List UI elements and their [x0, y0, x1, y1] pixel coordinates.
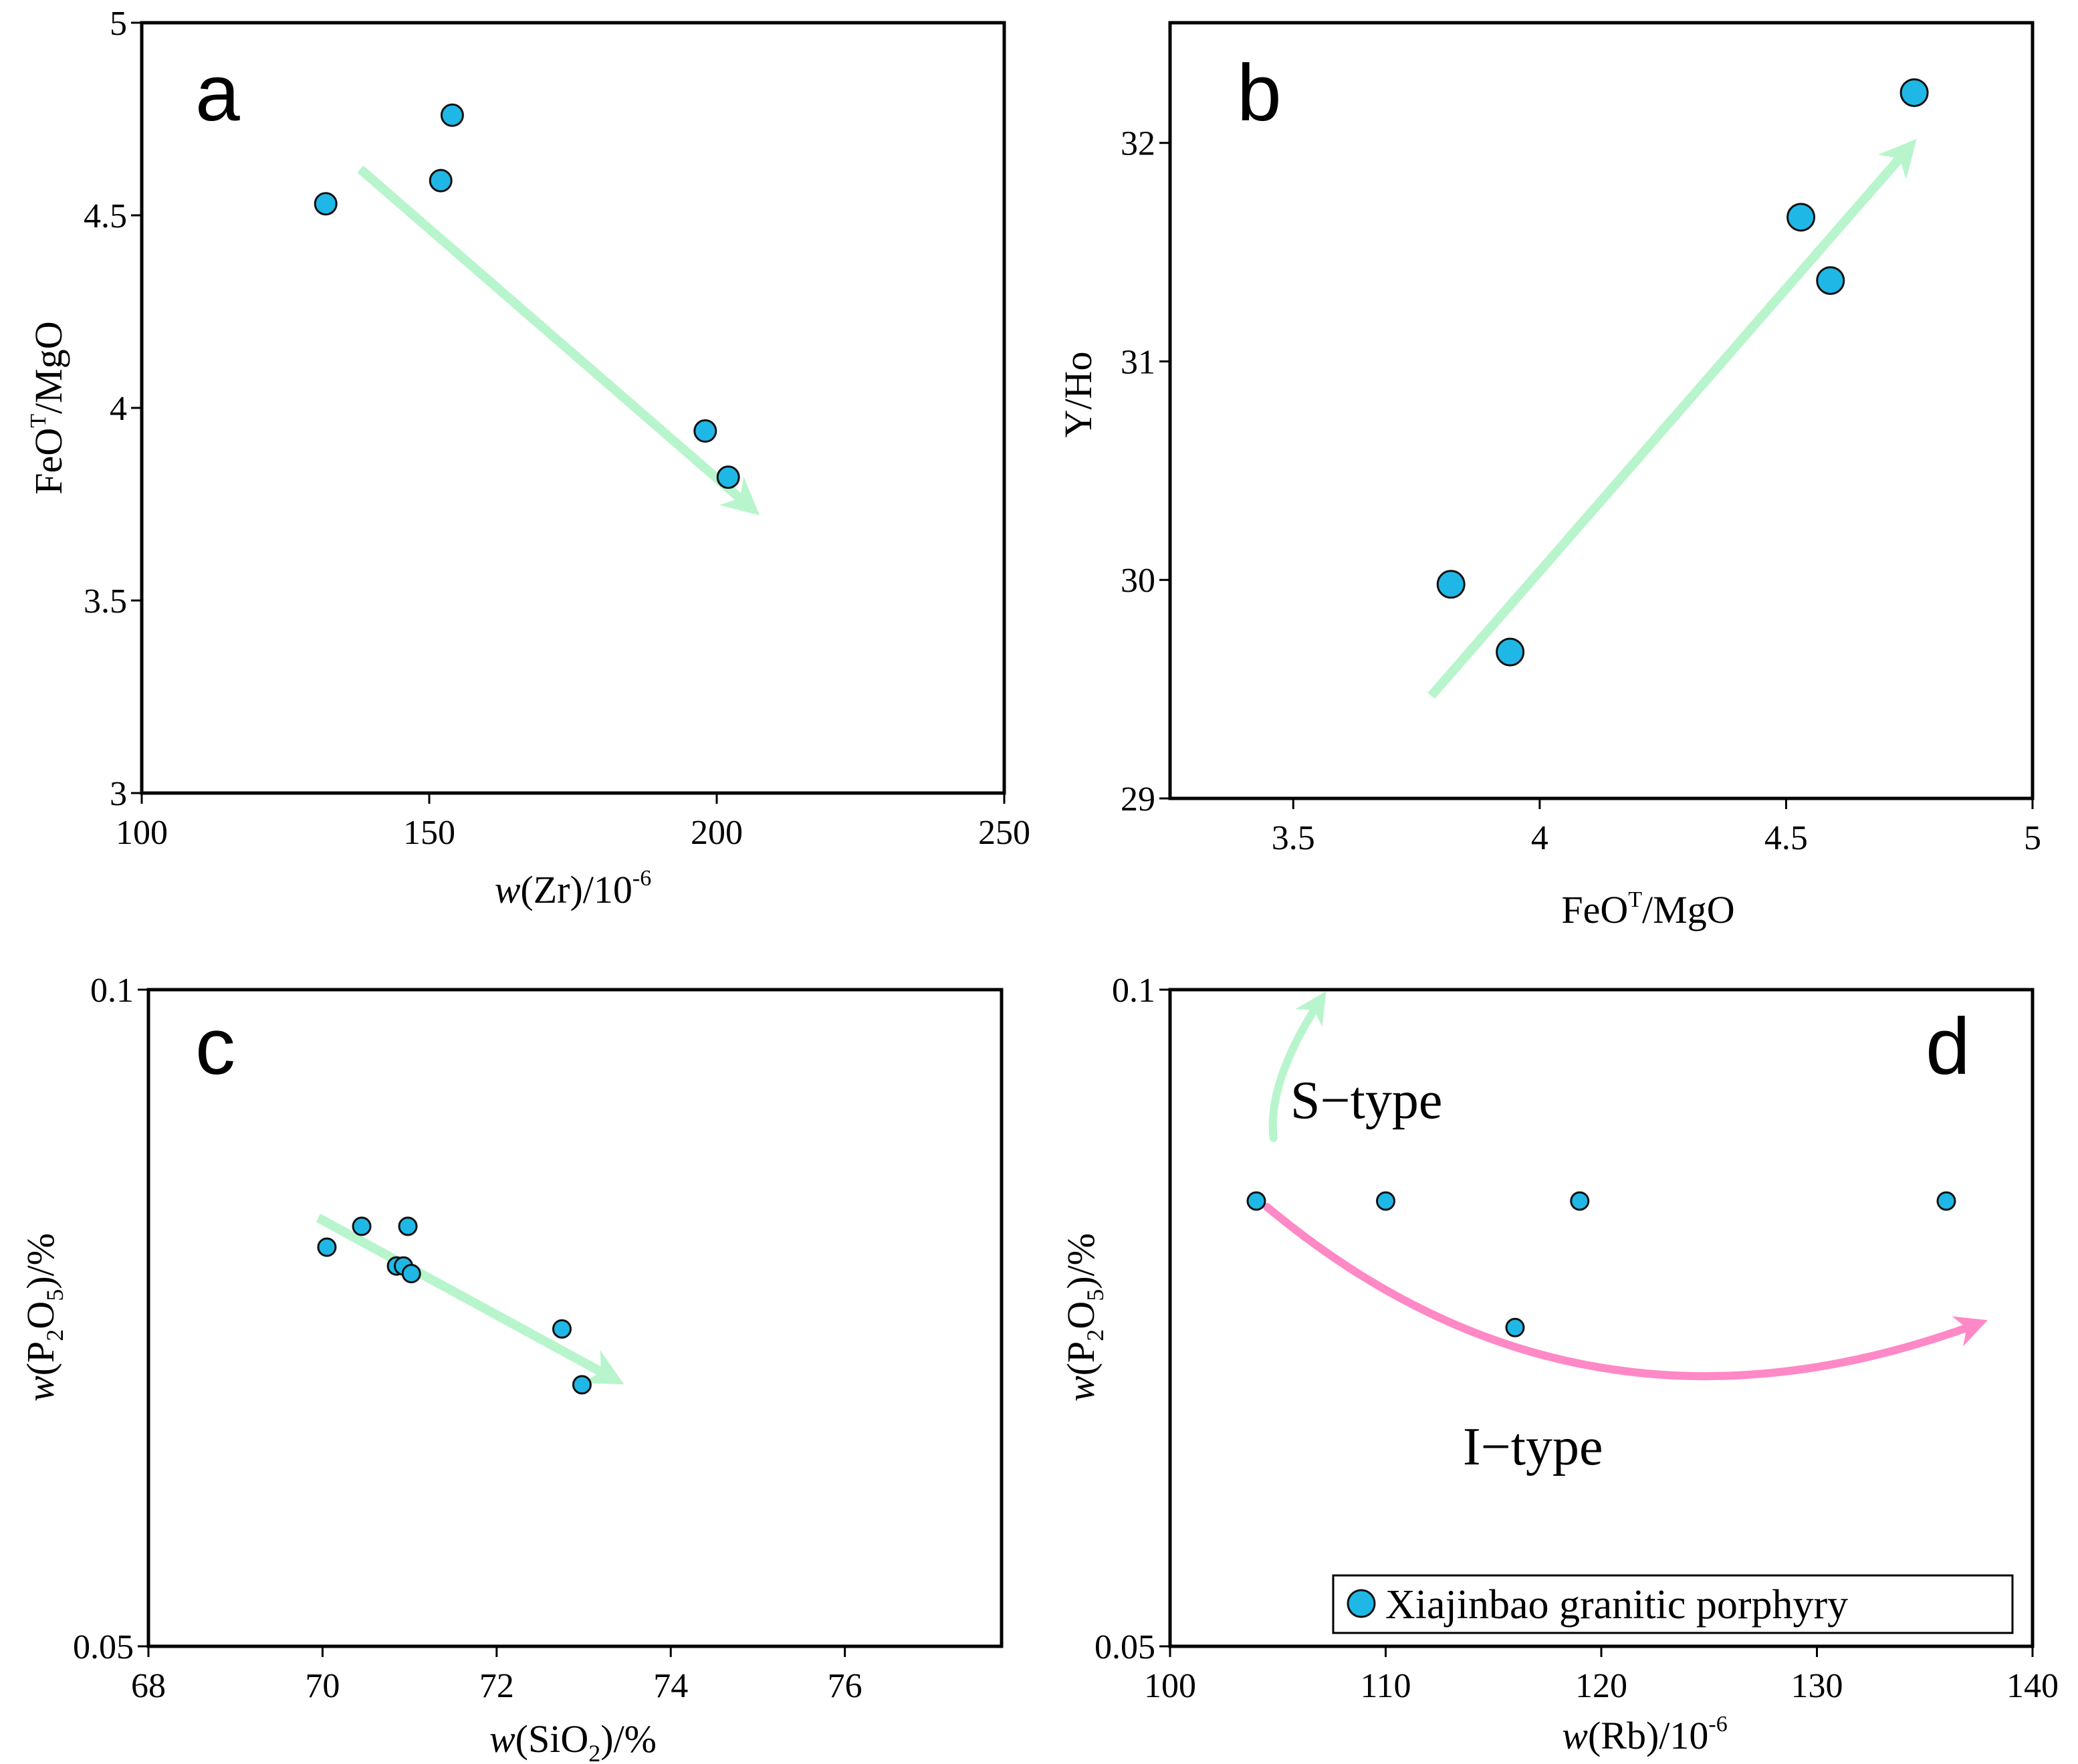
panel-c-points	[317, 1216, 592, 1395]
x-tick-label: 4.5	[1764, 819, 1808, 857]
panel-b-x-axis-label: FeOT/MgO	[1561, 887, 1734, 931]
data-point	[1786, 203, 1816, 232]
panel-c-y-axis-label: w(P2O5)/%	[19, 1233, 68, 1402]
x-tick-label: 5	[2024, 819, 2041, 857]
x-tick-label: 150	[403, 814, 455, 852]
panel-a: 100 150 200 250 3 3.5 4 4.5 5 a w(Zr)/10-6 FeOT/…	[26, 5, 1030, 911]
x-tick-label: 110	[1360, 1667, 1411, 1705]
trend-arrow	[1263, 1203, 1988, 1380]
x-tick-label: 3.5	[1272, 819, 1315, 857]
data-point	[401, 1264, 421, 1284]
panel-b-y-axis-label: Y/Ho	[1056, 352, 1100, 438]
panel-d-arrows	[1263, 991, 1988, 1380]
s-type-annotation: S−type	[1290, 1071, 1442, 1130]
y-tick-label: 0.1	[1112, 972, 1155, 1010]
y-tick-label: 4	[110, 390, 127, 428]
data-point	[1246, 1191, 1266, 1211]
y-tick-label: 4.5	[84, 197, 127, 235]
panel-b-frame	[1168, 21, 2035, 800]
trend-arrow	[1268, 991, 1326, 1142]
data-point	[1496, 637, 1525, 667]
panel-d-y-axis-label: w(P2O5)/%	[1059, 1233, 1109, 1402]
data-point	[440, 103, 464, 127]
panel-a-x-axis-label: w(Zr)/10-6	[495, 866, 652, 911]
y-tick-label: 0.1	[90, 972, 134, 1010]
data-point	[716, 465, 740, 489]
panel-a-arrows	[357, 165, 760, 516]
data-point	[1570, 1191, 1590, 1211]
panel-d-ticks: 100 110 120 130 140 0.05 0.1	[1094, 972, 2059, 1705]
panel-c-arrows	[316, 1213, 624, 1385]
y-tick-label: 31	[1121, 343, 1155, 381]
x-tick-label: 140	[2006, 1667, 2059, 1705]
data-point	[398, 1216, 418, 1236]
x-tick-label: 4	[1531, 819, 1548, 857]
data-point	[693, 419, 717, 443]
x-tick-label: 130	[1791, 1667, 1843, 1705]
data-point	[552, 1319, 572, 1339]
panel-b-arrows	[1427, 138, 1917, 699]
panel-b-letter: b	[1237, 48, 1282, 138]
x-tick-label: 250	[978, 814, 1030, 852]
x-tick-label: 120	[1575, 1667, 1627, 1705]
panel-a-letter: a	[195, 48, 240, 138]
y-tick-label: 0.05	[73, 1628, 134, 1666]
panel-c-frame	[146, 988, 1004, 1648]
data-point	[1816, 266, 1845, 296]
data-point	[1505, 1317, 1525, 1337]
x-tick-label: 100	[116, 814, 168, 852]
panel-a-frame	[140, 21, 1006, 795]
i-type-annotation: I−type	[1463, 1418, 1603, 1476]
panel-a-y-axis-label: FeOT/MgO	[26, 321, 70, 494]
x-tick-label: 74	[653, 1667, 688, 1705]
y-tick-label: 0.05	[1094, 1628, 1155, 1666]
panel-c-letter: c	[195, 1002, 235, 1091]
panel-d-points	[1246, 1191, 1956, 1337]
panel-d: 100 110 120 130 140 0.05 0.1 d S−type I−type X…	[1059, 972, 2059, 1757]
panel-d-x-axis-label: w(Rb)/10-6	[1562, 1712, 1727, 1757]
panel-c-ticks: 68 70 72 74 76 0.05 0.1	[73, 972, 862, 1705]
data-point	[1376, 1191, 1395, 1211]
legend-label: Xiajinbao granitic porphyry	[1385, 1582, 1848, 1628]
trend-arrow	[1427, 138, 1917, 699]
legend: Xiajinbao granitic porphyry	[1332, 1574, 2014, 1634]
panel-b: 3.5 4 4.5 5 29 30 31 32 b FeOT/MgO Y/Ho	[1056, 21, 2041, 931]
panel-a-points	[314, 103, 740, 489]
data-point	[314, 192, 338, 216]
data-point	[1899, 78, 1929, 108]
data-point	[317, 1237, 337, 1257]
trend-arrow	[357, 165, 760, 516]
x-tick-label: 72	[479, 1667, 514, 1705]
x-tick-label: 68	[131, 1667, 166, 1705]
x-tick-label: 100	[1144, 1667, 1196, 1705]
panel-d-letter: d	[1926, 1002, 1970, 1091]
panel-c: 68 70 72 74 76 0.05 0.1 c w(SiO2)/% w(P2O5)/%	[19, 972, 1004, 1764]
panel-c-x-axis-label: w(SiO2)/%	[489, 1717, 657, 1764]
panel-b-points	[1436, 78, 1929, 667]
x-tick-label: 76	[828, 1667, 862, 1705]
y-tick-label: 30	[1121, 562, 1155, 600]
trend-arrow	[316, 1213, 624, 1385]
legend-marker	[1347, 1589, 1376, 1618]
legend-box	[1332, 1574, 2014, 1634]
x-tick-label: 70	[305, 1667, 340, 1705]
panel-a-ticks: 100 150 200 250 3 3.5 4 4.5 5	[84, 5, 1030, 852]
y-tick-label: 5	[110, 5, 127, 43]
y-tick-label: 3	[110, 775, 127, 813]
y-tick-label: 29	[1121, 780, 1155, 818]
x-tick-label: 200	[691, 814, 743, 852]
y-tick-label: 3.5	[84, 582, 127, 621]
data-point	[1436, 570, 1466, 599]
panel-b-ticks: 3.5 4 4.5 5 29 30 31 32	[1121, 125, 2041, 857]
data-point	[1936, 1191, 1956, 1211]
data-point	[352, 1216, 372, 1236]
y-tick-label: 32	[1121, 125, 1155, 163]
data-point	[572, 1375, 592, 1395]
data-point	[429, 169, 453, 193]
